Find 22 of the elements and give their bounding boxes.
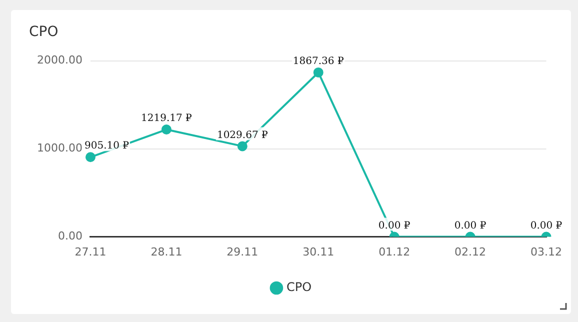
point xyxy=(161,124,172,135)
x-tick-label: 28.11 xyxy=(150,245,182,258)
data-label: 0.00 ₽ xyxy=(454,220,486,232)
x-tick-label: 02.12 xyxy=(454,245,486,258)
data-label: 1029.67 ₽ xyxy=(216,130,268,141)
x-tick-label: 27.11 xyxy=(74,245,106,258)
data-label: 0.00 ₽ xyxy=(530,220,562,232)
data-label: 905.10 ₽ xyxy=(84,140,130,152)
chart-title: CPO xyxy=(29,24,58,40)
point xyxy=(85,152,96,162)
x-tick-label: 03.12 xyxy=(530,245,562,258)
x-tick-label: 29.11 xyxy=(226,245,258,258)
data-label: 1219.17 ₽ xyxy=(140,113,192,124)
x-tick-label: 30.11 xyxy=(302,245,334,258)
y-tick-label: 2000.00 xyxy=(36,54,82,67)
data-label: 0.00 ₽ xyxy=(378,220,410,232)
legend-label: CPO xyxy=(286,280,312,294)
data-label: 1867.36 ₽ xyxy=(292,56,344,68)
x-tick-label: 01.12 xyxy=(378,245,410,258)
point xyxy=(237,141,248,152)
y-tick-label: 0.00 xyxy=(58,230,82,243)
y-tick-label: 1000.00 xyxy=(36,142,82,155)
